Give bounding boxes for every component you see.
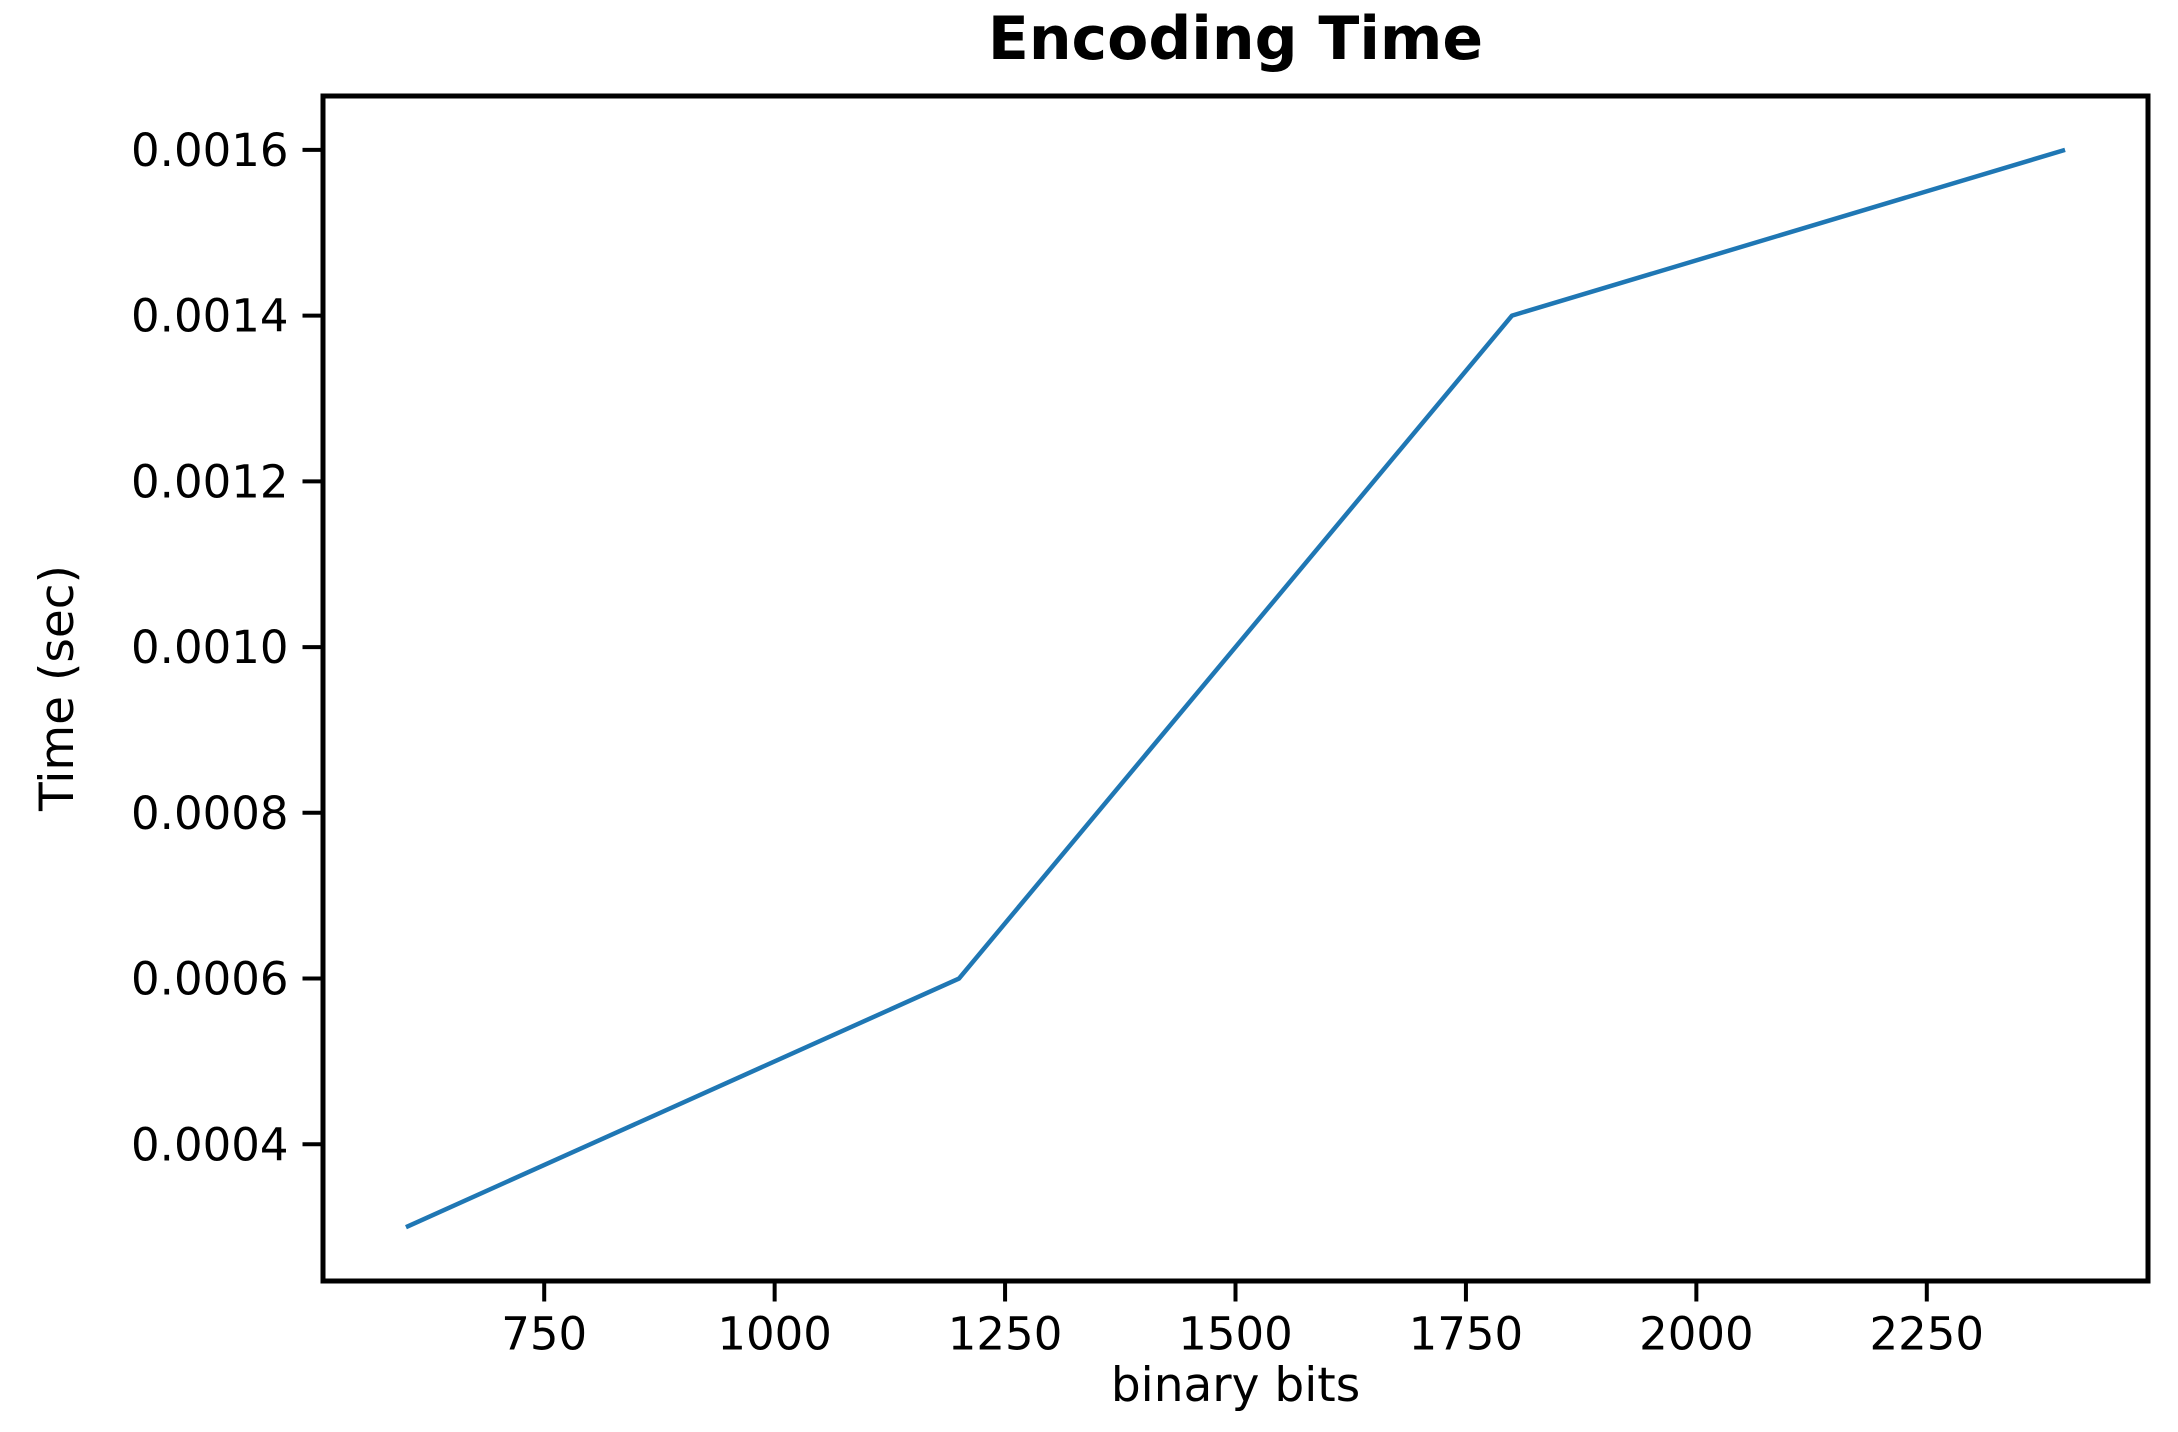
y-tick-label: 0.0014 bbox=[131, 290, 288, 343]
y-axis-label: Time (sec) bbox=[29, 565, 85, 811]
x-tick-label: 2000 bbox=[1639, 1308, 1754, 1361]
x-tick-label: 2250 bbox=[1870, 1308, 1985, 1361]
data-line-series bbox=[405, 147, 2066, 1230]
x-tick-label: 1250 bbox=[948, 1308, 1063, 1361]
y-tick-label: 0.0004 bbox=[131, 1118, 288, 1171]
x-tick-label: 1500 bbox=[1178, 1308, 1293, 1361]
y-tick-label: 0.0016 bbox=[131, 124, 288, 177]
x-axis-label: binary bits bbox=[1110, 1358, 1361, 1413]
chart-title: Encoding Time bbox=[987, 4, 1484, 74]
x-tick-label: 1000 bbox=[717, 1308, 832, 1361]
y-tick-label: 0.0010 bbox=[131, 621, 288, 674]
axes-frame bbox=[320, 93, 2151, 1284]
y-tick-label: 0.0012 bbox=[131, 455, 288, 508]
y-tick-label: 0.0008 bbox=[131, 787, 288, 840]
x-tick-label: 750 bbox=[501, 1308, 587, 1361]
x-tick-label: 1750 bbox=[1409, 1308, 1524, 1361]
y-tick-label: 0.0006 bbox=[131, 953, 288, 1006]
